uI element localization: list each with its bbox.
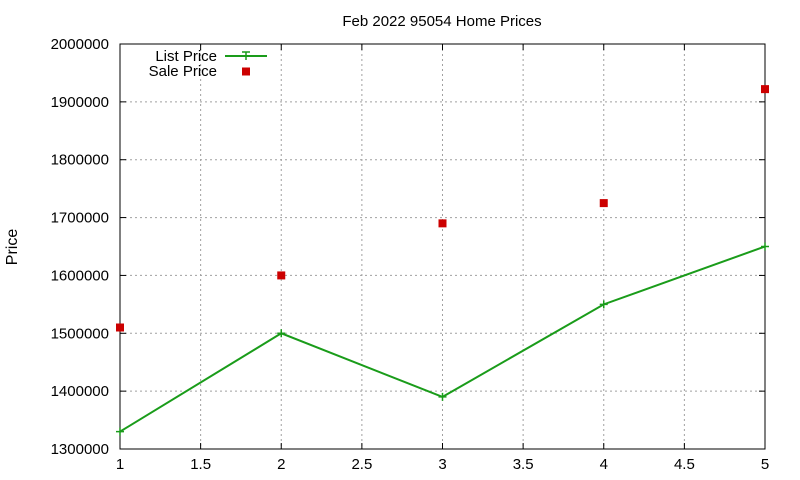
data-point-list-price [599,300,608,309]
y-tick-label: 1400000 [51,383,109,400]
legend-marker-list-price [242,51,250,60]
data-point-list-price [116,427,124,436]
y-tick-label: 1500000 [51,325,109,342]
chart-title: Feb 2022 95054 Home Prices [342,13,541,30]
x-tick-label: 3 [438,456,446,473]
y-tick-label: 1700000 [51,210,109,227]
data-point-sale-price [277,271,286,280]
legend: List Price Sale Price [149,48,267,80]
data-point-sale-price [116,323,124,332]
data-point-list-price [277,329,286,338]
series [116,85,769,436]
data-point-list-price [761,242,769,251]
legend-label-list-price: List Price [155,48,217,65]
x-tick-label: 2 [277,456,285,473]
data-point-sale-price [761,85,769,94]
y-tick-label: 1900000 [51,94,109,111]
x-tick-label: 4.5 [674,456,695,473]
data-point-sale-price [438,219,447,228]
y-tick-labels: 1300000 1400000 1500000 1600000 1700000 18000… [51,36,109,458]
x-tick-label: 5 [761,456,769,473]
x-tick-label: 2.5 [351,456,372,473]
x-tick-label: 3.5 [513,456,534,473]
legend-label-sale-price: Sale Price [149,63,217,80]
x-tick-label: 4 [600,456,608,473]
data-point-sale-price [599,199,608,208]
y-axis-label: Price [4,229,21,266]
legend-marker-sale-price [242,67,250,76]
x-tick-label: 1.5 [190,456,211,473]
data-point-list-price [438,392,447,401]
x-tick-label: 1 [116,456,124,473]
y-tick-label: 2000000 [51,36,109,53]
y-tick-label: 1600000 [51,267,109,284]
y-tick-label: 1300000 [51,441,109,458]
x-tick-labels: 1 1.5 2 2.5 3 3.5 4 4.5 5 [116,456,769,473]
grid [120,44,765,449]
y-tick-label: 1800000 [51,152,109,169]
